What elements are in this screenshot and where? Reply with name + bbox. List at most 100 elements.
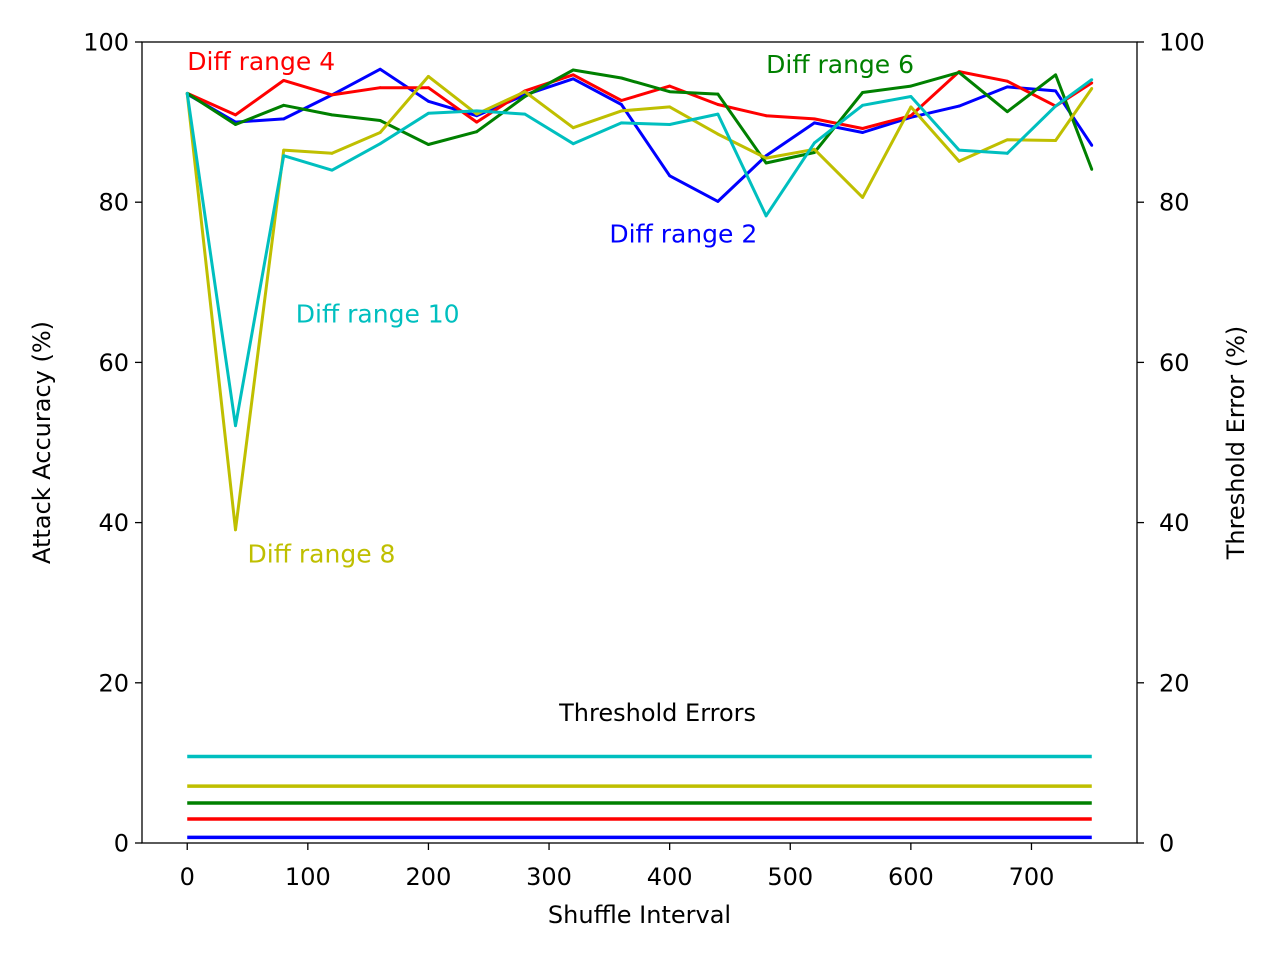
data-point-diff-range-8 [1005, 138, 1009, 142]
x-tick-label: 0 [180, 863, 195, 891]
data-point-diff-range-4 [620, 99, 623, 102]
data-point-diff-range-8 [957, 159, 961, 163]
series-lines [185, 67, 1094, 532]
y-tick-label: 20 [98, 669, 129, 697]
data-point-diff-range-8 [427, 75, 430, 78]
data-point-diff-range-2 [861, 131, 865, 134]
data-point-diff-range-10 [282, 154, 286, 158]
data-point-diff-range-10 [1054, 104, 1057, 108]
data-point-diff-range-2 [378, 67, 382, 71]
data-point-diff-range-6 [330, 113, 334, 117]
series-annotation: Diff range 10 [296, 299, 460, 328]
data-point-diff-range-6 [378, 119, 382, 122]
threshold-error-lines [187, 754, 1092, 840]
data-point-diff-range-4 [1090, 81, 1094, 85]
x-tick-label: 200 [406, 863, 452, 891]
data-point-diff-range-8 [909, 105, 913, 109]
data-point-diff-range-4 [812, 117, 816, 121]
data-point-diff-range-2 [716, 199, 720, 203]
x-tick-label: 300 [526, 863, 572, 891]
series-line-diff-range-2 [186, 67, 1094, 203]
data-point-diff-range-8 [378, 131, 382, 134]
data-point-diff-range-10 [668, 123, 672, 126]
data-point-diff-range-10 [716, 112, 720, 116]
data-point-diff-range-6 [764, 161, 768, 165]
data-point-diff-range-10 [523, 112, 527, 116]
data-point-diff-range-6 [1090, 167, 1094, 171]
data-point-diff-range-6 [282, 103, 286, 107]
data-point-diff-range-10 [1090, 78, 1094, 82]
data-point-diff-range-8 [523, 90, 527, 94]
data-point-diff-range-4 [1005, 79, 1009, 83]
series-line-diff-range-10 [185, 78, 1093, 428]
data-point-diff-range-10 [234, 424, 237, 428]
data-point-diff-range-8 [668, 105, 672, 109]
data-point-diff-range-8 [571, 126, 575, 130]
data-point-diff-range-2 [427, 99, 430, 103]
y-tick-label: 60 [98, 349, 129, 377]
data-point-diff-range-10 [812, 141, 816, 145]
series-line-diff-range-6 [186, 68, 1094, 170]
series-annotation: Diff range 4 [187, 47, 335, 76]
plot-frame [141, 41, 1138, 844]
data-point-diff-range-2 [571, 77, 575, 81]
series-annotation: Diff range 8 [248, 540, 396, 569]
y-tick-label: 80 [98, 189, 129, 217]
data-point-diff-range-4 [282, 79, 286, 82]
data-point-diff-range-2 [668, 174, 672, 178]
series-line-diff-range-8 [185, 74, 1094, 532]
y-tick-label: 40 [98, 509, 129, 537]
y2-tick-label: 60 [1159, 349, 1190, 377]
data-point-diff-range-6 [475, 130, 479, 134]
data-point-diff-range-6 [668, 90, 672, 94]
data-point-diff-range-6 [1005, 110, 1009, 114]
data-point-diff-range-4 [909, 114, 913, 118]
data-point-diff-range-2 [1054, 89, 1057, 93]
data-point-diff-range-4 [668, 84, 672, 88]
data-point-diff-range-2 [1090, 143, 1094, 147]
series-annotation: Diff range 6 [766, 50, 914, 79]
data-point-diff-range-10 [475, 109, 479, 113]
y-tick-label: 100 [83, 29, 129, 57]
data-point-diff-range-6 [957, 71, 961, 74]
data-point-diff-range-8 [716, 132, 720, 136]
data-point-diff-range-8 [1054, 139, 1057, 142]
data-point-diff-range-10 [861, 103, 865, 107]
data-point-diff-range-6 [234, 123, 237, 126]
y2-tick-label: 0 [1159, 830, 1174, 858]
series-line-diff-range-4 [186, 70, 1093, 130]
data-point-diff-range-4 [427, 86, 430, 90]
data-point-diff-range-10 [330, 168, 334, 172]
data-point-diff-range-8 [1090, 87, 1094, 90]
axis-ticks: 0 100 200 300 400 500 600 700 0 20 40 60 80 100 0 20 40 6… [83, 29, 1205, 892]
data-point-diff-range-6 [427, 143, 430, 146]
data-point-diff-range-10 [571, 142, 575, 146]
data-point-diff-range-6 [620, 76, 623, 80]
data-point-diff-range-2 [1005, 85, 1009, 89]
y2-tick-label: 20 [1159, 669, 1190, 697]
y2-tick-label: 80 [1159, 189, 1190, 217]
data-point-diff-range-2 [812, 121, 816, 125]
data-point-diff-range-2 [957, 104, 961, 108]
data-point-diff-range-6 [861, 91, 865, 94]
x-tick-label: 100 [285, 863, 331, 891]
x-tick-label: 500 [767, 863, 813, 891]
annotations: Diff range 4 Diff range 6 Diff range 2 Diff… [187, 47, 914, 569]
data-point-diff-range-4 [764, 114, 768, 118]
data-point-diff-range-8 [234, 528, 237, 532]
data-point-diff-range-10 [185, 91, 189, 95]
data-point-diff-range-10 [909, 95, 913, 98]
data-point-diff-range-8 [764, 156, 768, 160]
data-point-diff-range-4 [861, 127, 865, 130]
data-point-diff-range-4 [234, 113, 237, 117]
data-point-diff-range-6 [523, 95, 527, 98]
data-point-diff-range-8 [475, 112, 479, 116]
data-point-diff-range-8 [812, 147, 816, 151]
data-point-diff-range-4 [716, 103, 720, 106]
data-point-diff-range-10 [1005, 151, 1009, 155]
x-tick-label: 700 [1009, 863, 1055, 891]
x-tick-label: 400 [647, 863, 693, 891]
y2-tick-label: 100 [1159, 29, 1205, 57]
data-point-diff-range-10 [378, 142, 382, 146]
